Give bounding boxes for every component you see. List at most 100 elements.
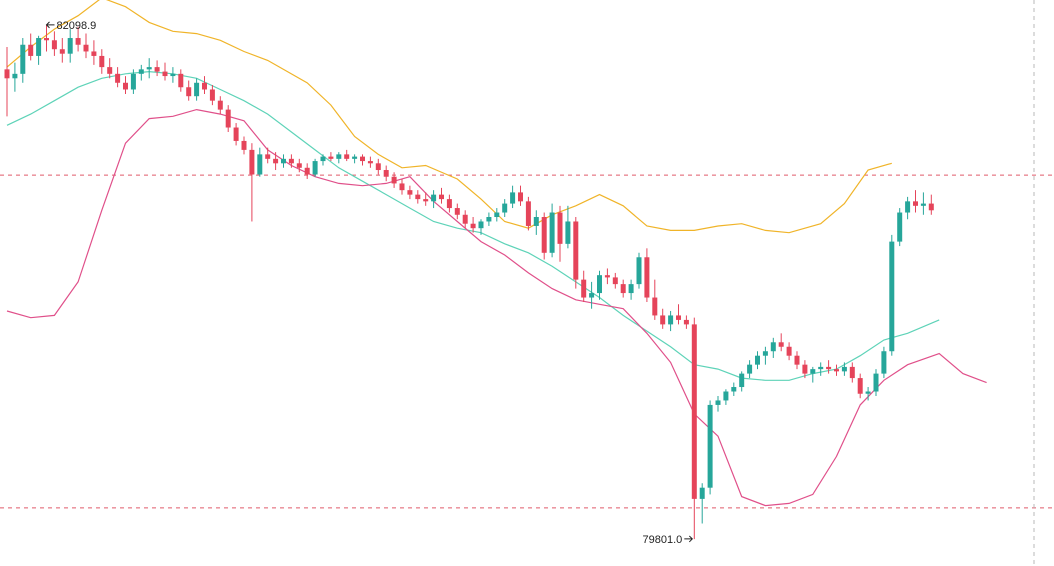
candle [857, 373, 863, 399]
candle [249, 143, 255, 222]
candle [731, 382, 737, 396]
candle [4, 46, 10, 117]
candle-body [802, 364, 808, 374]
candle-body [841, 366, 847, 372]
candle-body [44, 38, 49, 41]
candle [67, 29, 73, 63]
candle [928, 194, 934, 215]
candle-body [652, 297, 658, 316]
candle-body [762, 351, 768, 356]
candle-body [928, 203, 934, 211]
candle [273, 152, 279, 171]
candle [170, 67, 176, 83]
candle-body [83, 44, 89, 52]
candle [28, 33, 34, 61]
candle [604, 268, 610, 285]
candle [99, 49, 105, 74]
candle-body [312, 161, 318, 175]
candle [794, 351, 800, 370]
candle [59, 38, 65, 63]
candle [510, 185, 516, 209]
candle [320, 154, 326, 166]
candle-body [296, 163, 302, 168]
candle [920, 192, 926, 215]
candle-body [597, 275, 602, 294]
candle-body [834, 369, 839, 372]
candle [138, 64, 144, 81]
candle-body [51, 40, 57, 50]
candle-body [628, 284, 634, 294]
candle-body [367, 161, 373, 164]
candle [762, 346, 768, 365]
candle [75, 26, 81, 52]
candle [707, 400, 713, 495]
candle [194, 78, 200, 101]
candle-body [446, 199, 452, 209]
candle [202, 76, 207, 94]
candle-body [202, 82, 207, 90]
candle-body [518, 192, 523, 202]
candle-body [4, 69, 10, 79]
candle-body [328, 156, 334, 159]
candle [715, 395, 721, 412]
candle [344, 149, 350, 162]
candle [841, 362, 847, 376]
candle [91, 40, 97, 65]
candle-body [352, 156, 358, 159]
candle [107, 58, 113, 79]
candle [612, 272, 618, 289]
candle [391, 172, 397, 188]
candle [533, 210, 539, 235]
lower-band-line [6, 108, 987, 507]
candle [162, 62, 168, 81]
candle-body [178, 73, 184, 88]
candle [873, 369, 879, 396]
high-arrow-icon [45, 21, 55, 29]
candle [446, 194, 452, 213]
candle [620, 279, 626, 298]
low-price-label: 79801.0 [643, 534, 683, 546]
candle-body [660, 315, 666, 325]
candle-body [12, 73, 18, 79]
candle-body [857, 378, 863, 394]
candle-body [525, 201, 531, 226]
candle-body [462, 214, 468, 224]
candle-body [28, 44, 34, 56]
candle [115, 67, 121, 88]
candles [4, 24, 934, 540]
candle [525, 196, 531, 231]
candle [328, 152, 334, 162]
candle-body [920, 203, 926, 206]
candle [367, 156, 373, 168]
candle [20, 38, 26, 83]
candle-body [486, 217, 492, 222]
candle-body [162, 71, 168, 77]
candle [431, 190, 437, 209]
candle [352, 154, 358, 164]
candle [494, 208, 500, 222]
candle [865, 387, 871, 401]
candle [597, 270, 602, 300]
candle [233, 123, 239, 146]
candle-body [557, 212, 563, 244]
candle [439, 187, 444, 204]
candle [518, 185, 523, 206]
candle-body [739, 373, 745, 388]
low-arrow-icon [684, 535, 694, 543]
candle [589, 281, 595, 309]
candle-body [502, 203, 508, 213]
candle [44, 24, 49, 52]
candle-body [897, 212, 903, 242]
candle-body [873, 373, 879, 392]
bollinger-bands [6, 0, 987, 507]
candle [778, 333, 784, 352]
candle-body [818, 366, 824, 370]
candle [186, 80, 192, 101]
candle-body [288, 158, 294, 164]
candle [565, 205, 571, 249]
annotations: 82098.9 79801.0 [45, 20, 694, 546]
candle [747, 360, 753, 379]
candle-body [881, 351, 887, 374]
candle [723, 389, 729, 405]
candle-body [581, 279, 587, 298]
